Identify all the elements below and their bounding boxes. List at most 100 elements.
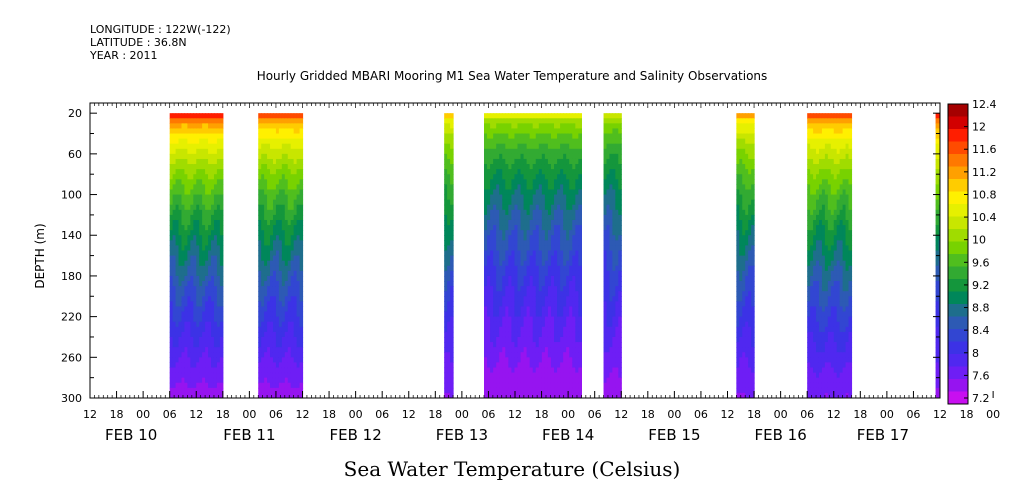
temperature-cell <box>216 143 221 150</box>
temperature-cell <box>490 133 494 140</box>
temperature-cell <box>484 316 488 323</box>
temperature-cell <box>490 158 494 165</box>
temperature-cell <box>281 235 286 241</box>
temperature-cell <box>547 113 552 119</box>
temperature-cell <box>529 255 534 262</box>
temperature-cell <box>554 347 558 353</box>
temperature-cell <box>499 326 503 333</box>
temperature-cell <box>550 240 555 247</box>
temperature-cell <box>499 336 503 343</box>
temperature-cell <box>532 219 537 226</box>
temperature-cell <box>554 265 558 272</box>
temperature-cell <box>615 219 619 226</box>
temperature-cell <box>569 306 573 313</box>
temperature-cell <box>211 331 215 338</box>
temperature-cell <box>450 118 454 124</box>
temperature-cell <box>529 286 534 292</box>
temperature-cell <box>502 189 506 196</box>
temperature-cell <box>175 260 180 267</box>
temperature-cell <box>575 204 579 211</box>
temperature-cell <box>299 281 304 287</box>
temperature-cell <box>211 153 215 160</box>
temperature-cell <box>493 158 497 165</box>
temperature-cell <box>169 336 174 343</box>
temperature-cell <box>618 306 622 313</box>
temperature-cell <box>505 270 509 277</box>
temperature-cell <box>739 255 743 262</box>
temperature-cell <box>569 225 573 231</box>
temperature-cell <box>751 392 755 398</box>
temperature-cell <box>499 357 503 363</box>
temperature-cell <box>187 164 191 170</box>
temperature-cell <box>547 296 552 302</box>
temperature-cell <box>490 230 494 236</box>
temperature-cell <box>554 219 558 226</box>
temperature-cell <box>511 336 516 343</box>
temperature-cell <box>216 158 221 165</box>
temperature-cell <box>484 336 488 343</box>
temperature-cell <box>172 296 177 302</box>
temperature-cell <box>258 184 262 191</box>
temperature-cell <box>205 326 209 333</box>
temperature-cell <box>615 296 619 302</box>
temperature-cell <box>818 169 823 175</box>
temperature-cell <box>219 255 224 262</box>
temperature-cell <box>175 372 180 379</box>
temperature-cell <box>196 189 200 196</box>
temperature-cell <box>284 194 289 201</box>
temperature-cell <box>748 382 752 389</box>
temperature-cell <box>284 133 289 140</box>
temperature-cell <box>572 209 576 216</box>
temperature-cell <box>299 240 304 247</box>
temperature-cell <box>566 331 570 338</box>
temperature-cell <box>572 382 576 389</box>
temperature-cell <box>175 265 180 272</box>
temperature-cell <box>514 357 519 363</box>
temperature-cell <box>284 230 289 236</box>
temperature-cell <box>487 128 491 135</box>
temperature-cell <box>816 270 820 277</box>
temperature-cell <box>618 174 622 180</box>
temperature-cell <box>278 138 283 145</box>
temperature-cell <box>490 387 494 394</box>
temperature-cell <box>824 143 829 150</box>
temperature-cell <box>745 230 749 236</box>
temperature-cell <box>529 347 534 353</box>
temperature-cell <box>736 392 740 398</box>
temperature-cell <box>270 286 274 292</box>
temperature-cell <box>807 204 811 211</box>
temperature-cell <box>205 321 209 328</box>
temperature-cell <box>184 169 188 175</box>
temperature-cell <box>742 316 746 323</box>
temperature-cell <box>490 392 494 398</box>
temperature-cell <box>190 270 194 277</box>
temperature-cell <box>502 382 506 389</box>
temperature-cell <box>261 245 265 252</box>
temperature-cell <box>824 291 829 297</box>
temperature-cell <box>270 219 274 226</box>
temperature-cell <box>816 367 820 374</box>
temperature-cell <box>447 306 451 313</box>
temperature-cell <box>258 301 262 308</box>
temperature-cell <box>196 230 200 236</box>
temperature-cell <box>196 331 200 338</box>
temperature-cell <box>293 199 298 206</box>
temperature-cell <box>569 281 573 287</box>
temperature-cell <box>751 362 755 369</box>
temperature-cell <box>572 281 576 287</box>
temperature-cell <box>569 164 573 170</box>
temperature-cell <box>514 164 519 170</box>
temperature-cell <box>169 153 174 160</box>
temperature-cell <box>745 148 749 155</box>
temperature-cell <box>258 214 262 221</box>
temperature-cell <box>190 336 194 343</box>
temperature-cell <box>739 352 743 358</box>
temperature-cell <box>211 158 215 165</box>
temperature-cell <box>827 113 832 119</box>
temperature-cell <box>267 316 271 323</box>
temperature-cell <box>281 209 286 216</box>
temperature-cell <box>184 321 188 328</box>
temperature-cell <box>578 336 582 343</box>
temperature-cell <box>736 123 740 130</box>
temperature-cell <box>745 321 749 328</box>
